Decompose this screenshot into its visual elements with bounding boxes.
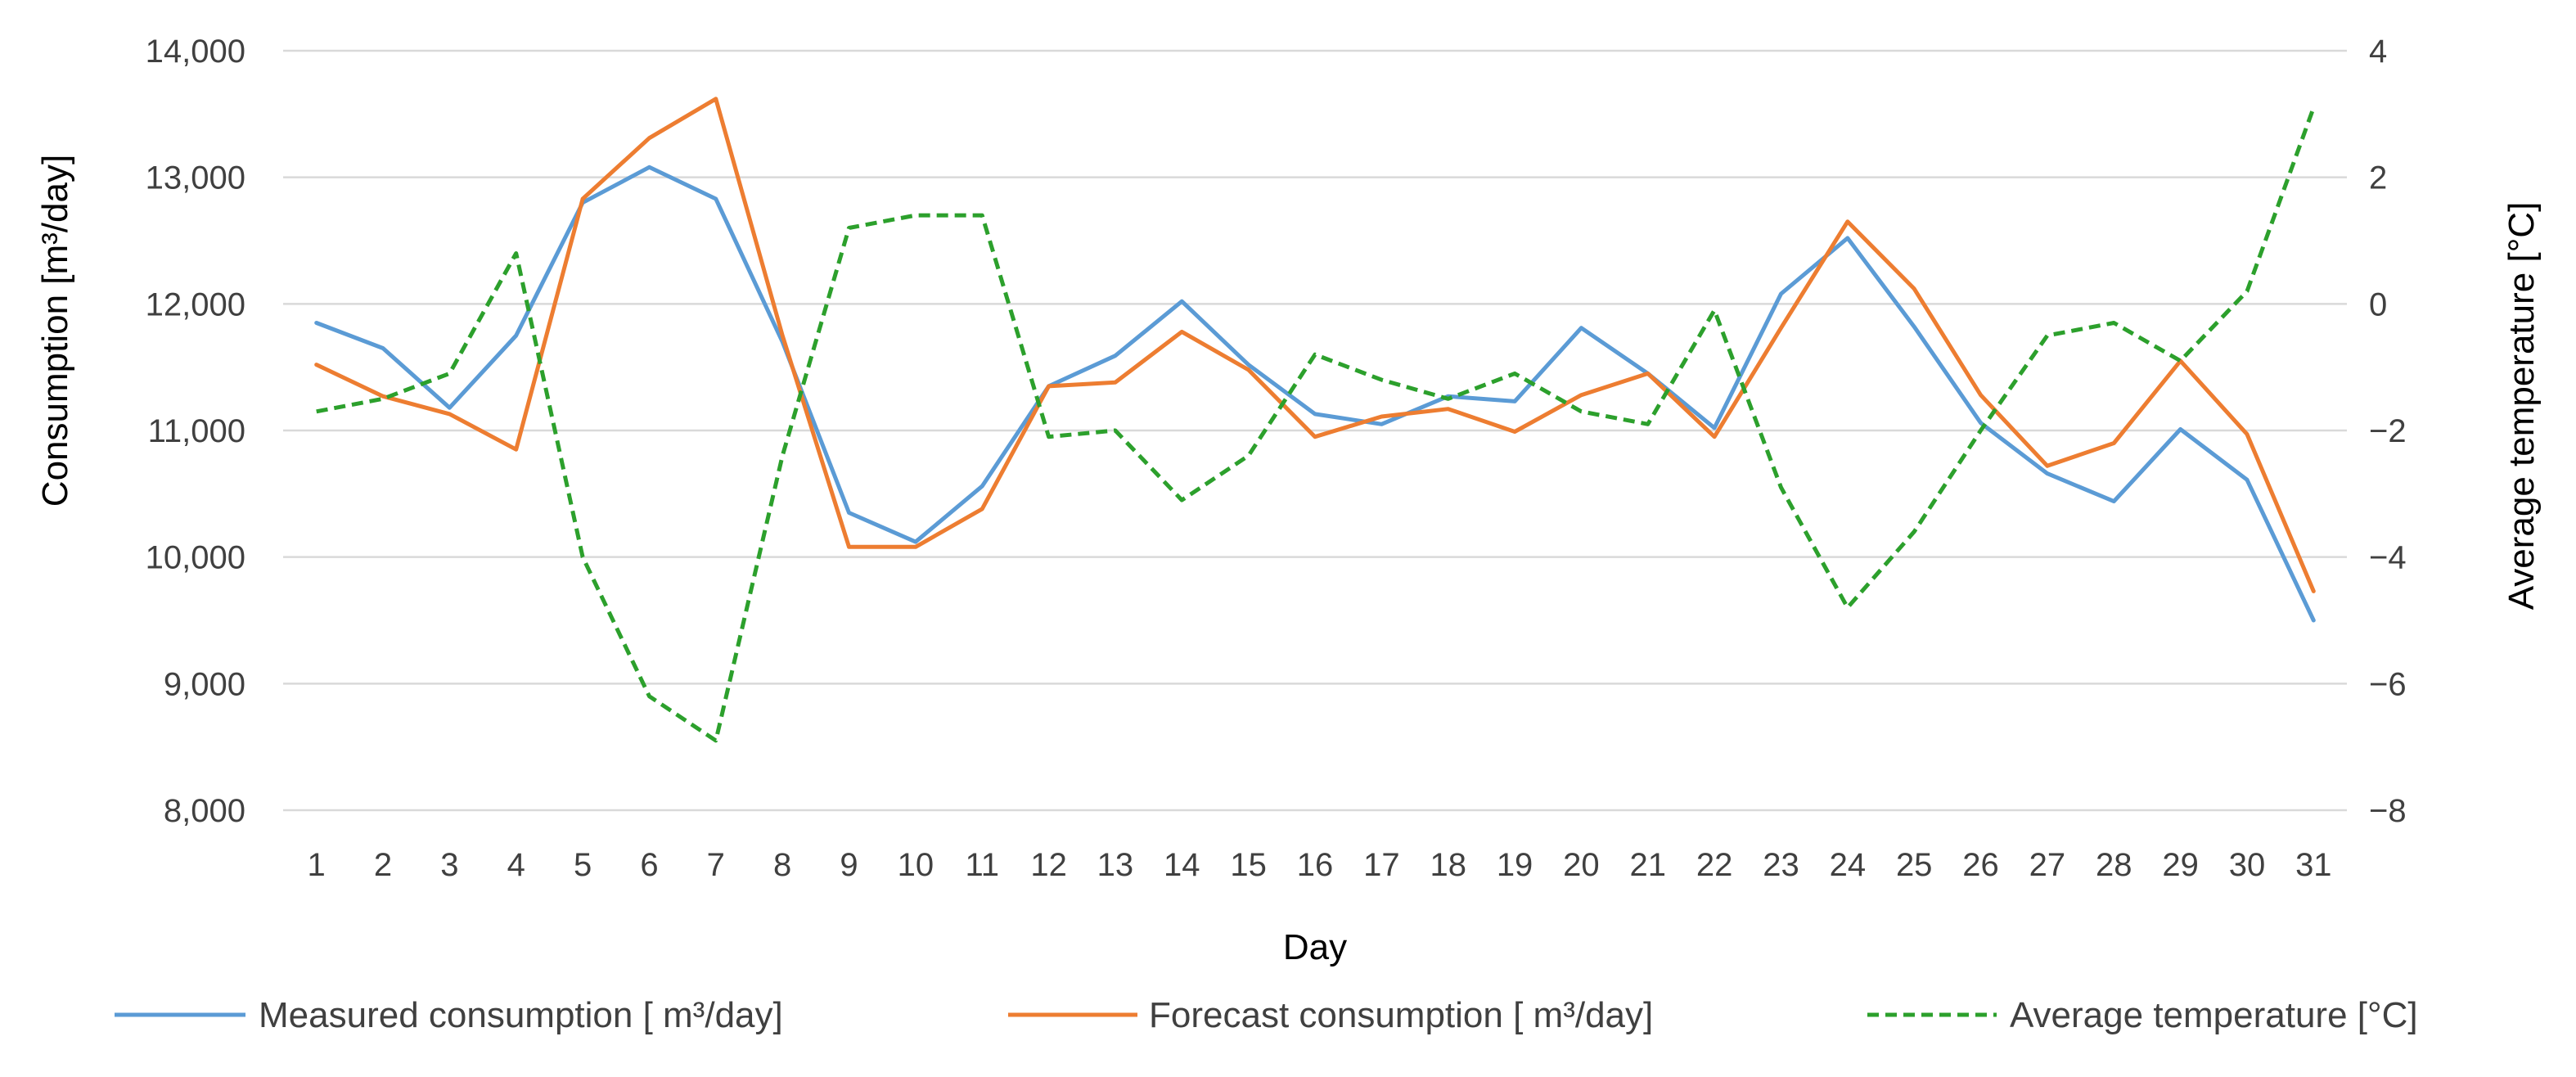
x-tick-label: 22 (1696, 847, 1733, 883)
x-tick-label: 5 (574, 847, 592, 883)
legend: Measured consumption [ m³/day] Forecast … (115, 995, 2418, 1035)
x-tick-label: 2 (374, 847, 392, 883)
y-axis-left-title: Consumption [m³/day] (35, 155, 75, 507)
x-tick-label: 28 (2096, 847, 2132, 883)
x-tick-label: 21 (1630, 847, 1667, 883)
y-right-tick-label: −8 (2369, 793, 2407, 829)
y-right-tick-label: −4 (2369, 540, 2407, 576)
x-tick-label: 19 (1497, 847, 1533, 883)
x-axis-title: Day (1283, 927, 1347, 967)
x-tick-label: 1 (308, 847, 326, 883)
x-tick-label: 16 (1297, 847, 1334, 883)
x-tick-label: 18 (1430, 847, 1466, 883)
x-tick-label: 10 (898, 847, 934, 883)
y-right-tick-label: −2 (2369, 413, 2407, 449)
y-axis-right-title: Average temperature [°C] (2502, 202, 2542, 611)
y-right-tick-label: 0 (2369, 286, 2387, 322)
series-line-forecast (314, 97, 2316, 593)
y-left-tick-label: 12,000 (146, 286, 245, 322)
gridlines (283, 49, 2347, 812)
legend-label-temperature: Average temperature [°C] (2010, 995, 2418, 1035)
series-line-temperature (316, 106, 2316, 743)
y-right-tick-label: 4 (2369, 34, 2387, 70)
x-tick-label: 30 (2229, 847, 2266, 883)
x-tick-label: 29 (2162, 847, 2199, 883)
y-left-tick-label: 11,000 (148, 413, 245, 449)
y-right-tick-label: −6 (2369, 666, 2407, 702)
x-tick-label: 17 (1363, 847, 1400, 883)
y-left-tick-label: 10,000 (146, 540, 245, 576)
left-axis-ticks: 8,000 9,000 10,000 11,000 12,000 13,000 14,000 (146, 34, 245, 829)
x-tick-label: 15 (1230, 847, 1267, 883)
x-tick-label: 26 (1962, 847, 1999, 883)
x-tick-label: 4 (507, 847, 525, 883)
x-tick-label: 14 (1164, 847, 1200, 883)
x-tick-label: 12 (1030, 847, 1067, 883)
series-line-measured (314, 164, 2316, 623)
y-left-tick-label: 13,000 (146, 160, 245, 196)
x-tick-label: 27 (2029, 847, 2066, 883)
x-tick-label: 3 (440, 847, 458, 883)
x-tick-label: 13 (1097, 847, 1134, 883)
x-tick-label: 31 (2295, 847, 2332, 883)
x-tick-label: 9 (840, 847, 858, 883)
legend-label-measured: Measured consumption [ m³/day] (259, 995, 783, 1035)
x-tick-label: 11 (965, 847, 999, 883)
x-tick-label: 7 (707, 847, 725, 883)
x-tick-label: 25 (1896, 847, 1933, 883)
y-left-tick-label: 8,000 (164, 793, 245, 829)
x-tick-label: 6 (640, 847, 658, 883)
legend-label-forecast: Forecast consumption [ m³/day] (1149, 995, 1653, 1035)
y-left-tick-label: 14,000 (146, 34, 245, 70)
series-lines (314, 97, 2316, 743)
x-tick-label: 24 (1830, 847, 1867, 883)
x-tick-label: 23 (1763, 847, 1799, 883)
x-tick-label: 20 (1563, 847, 1600, 883)
y-left-tick-label: 9,000 (164, 666, 245, 702)
y-right-tick-label: 2 (2369, 160, 2387, 196)
x-tick-label: 8 (773, 847, 791, 883)
right-axis-ticks: −8 −6 −4 −2 0 2 4 (2369, 34, 2407, 829)
x-axis-ticks: 1 2 3 4 5 6 7 8 9 10 11 12 13 14 15 16 17 18 19 20 21 22 23 24 2… (308, 847, 2332, 883)
